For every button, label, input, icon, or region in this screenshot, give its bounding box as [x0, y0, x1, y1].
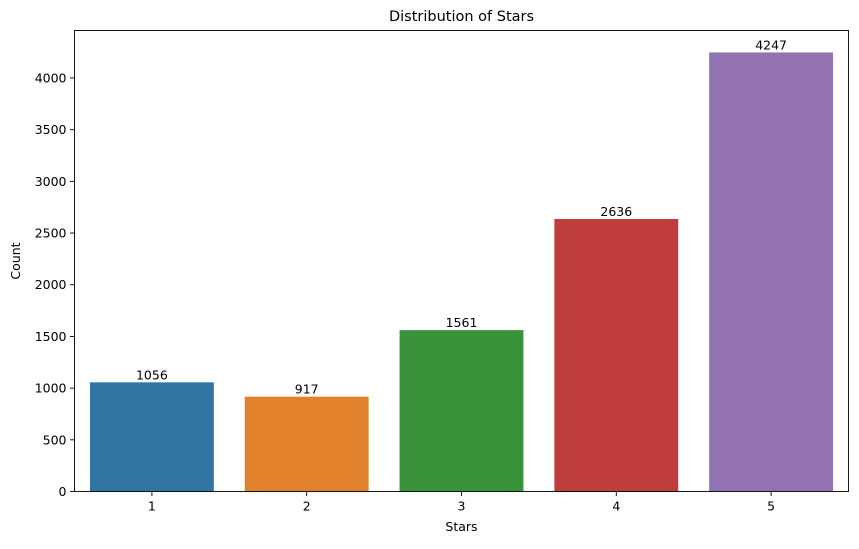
data-label-3: 1561: [446, 315, 478, 330]
y-axis-label: Count: [8, 242, 23, 279]
data-label-1: 1056: [136, 367, 168, 382]
y-tick-label-2500: 2500: [35, 226, 67, 241]
y-tick-label-500: 500: [43, 432, 67, 447]
data-label-4: 2636: [600, 204, 632, 219]
x-axis-label: Stars: [445, 519, 477, 534]
x-tick-label-5: 5: [767, 499, 775, 514]
y-tick-label-4000: 4000: [35, 70, 67, 85]
data-label-2: 917: [295, 382, 319, 397]
bar-1: [89, 382, 214, 492]
y-tick-label-1000: 1000: [35, 381, 67, 396]
y-tick-label-3500: 3500: [35, 122, 67, 137]
x-tick-label-3: 3: [458, 499, 466, 514]
y-tick-label-3000: 3000: [35, 174, 67, 189]
data-label-5: 4247: [755, 37, 787, 52]
y-tick-label-2000: 2000: [35, 277, 67, 292]
y-tick-label-0: 0: [59, 484, 67, 499]
y-tick-label-1500: 1500: [35, 329, 67, 344]
plot-area: [89, 52, 834, 492]
x-tick-label-2: 2: [303, 499, 311, 514]
bar-3: [399, 330, 524, 492]
bar-4: [554, 218, 679, 492]
bar-5: [709, 52, 834, 492]
bar-2: [244, 396, 369, 492]
x-tick-label-4: 4: [612, 499, 620, 514]
x-tick-label-1: 1: [148, 499, 156, 514]
chart-title: Distribution of Stars: [389, 9, 534, 25]
